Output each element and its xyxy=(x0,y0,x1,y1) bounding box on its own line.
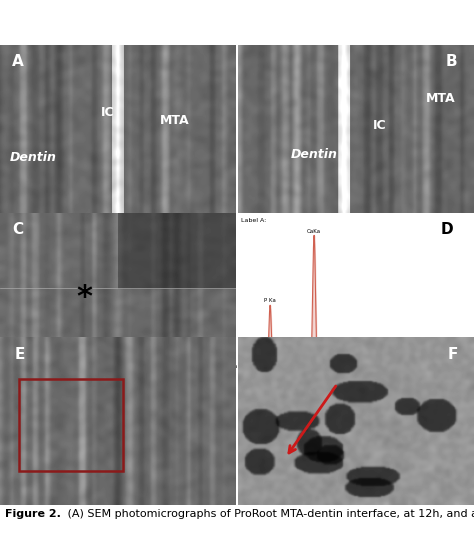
Bar xyxy=(19,378,122,471)
Text: MTA: MTA xyxy=(160,114,190,128)
Text: (A) SEM photomicrographs of ProRoot MTA-dentin interface, at 12h, and at 24h: (A) SEM photomicrographs of ProRoot MTA-… xyxy=(64,509,474,519)
Text: C: C xyxy=(12,222,23,237)
Text: C Ka: C Ka xyxy=(219,366,231,371)
Text: P Ka: P Ka xyxy=(264,298,276,303)
Text: CaKa: CaKa xyxy=(307,229,321,234)
Text: D: D xyxy=(440,222,453,237)
Text: E: E xyxy=(14,346,25,362)
Text: IC: IC xyxy=(373,119,386,133)
Text: B: B xyxy=(446,53,457,69)
Text: Dentin: Dentin xyxy=(290,148,337,161)
Text: Figure 2.: Figure 2. xyxy=(5,509,61,519)
Text: NaKa: NaKa xyxy=(238,355,252,360)
Text: SiKa: SiKa xyxy=(263,352,275,357)
Text: A: A xyxy=(12,53,24,69)
Text: ClKa: ClKa xyxy=(280,364,292,368)
Text: Dentin: Dentin xyxy=(9,151,56,164)
Text: CaKb: CaKb xyxy=(322,345,337,350)
Text: F: F xyxy=(447,346,457,362)
Text: IC: IC xyxy=(101,106,115,119)
Text: *: * xyxy=(77,283,93,312)
Text: Label A:: Label A: xyxy=(241,218,266,223)
Text: O Ka: O Ka xyxy=(225,364,237,369)
Text: ClKb: ClKb xyxy=(285,361,297,366)
Text: MTA: MTA xyxy=(426,92,455,106)
